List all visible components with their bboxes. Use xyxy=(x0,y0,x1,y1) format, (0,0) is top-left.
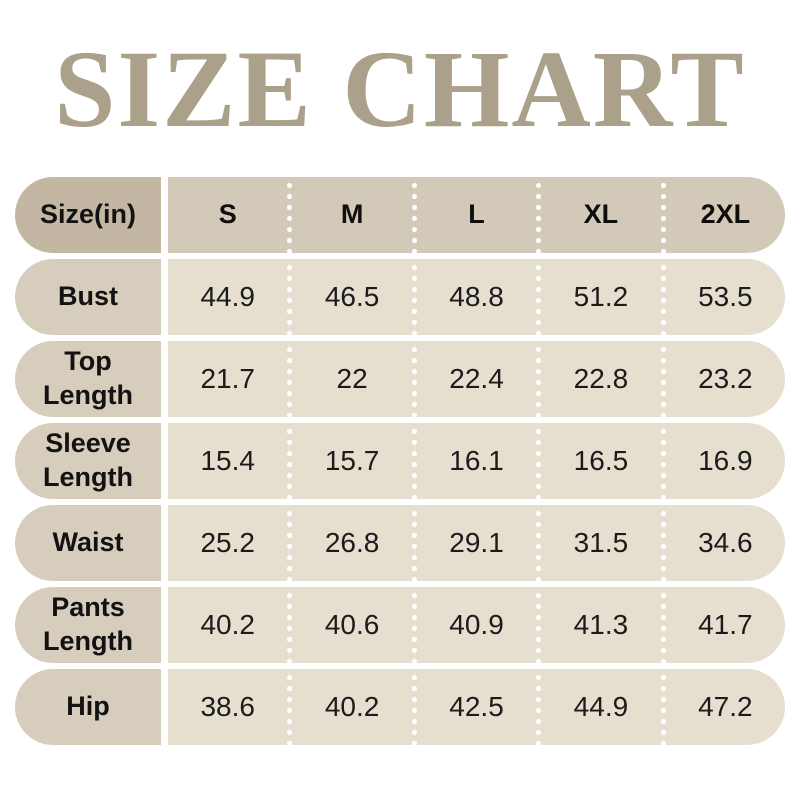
value-cell: 44.9 xyxy=(200,280,255,312)
value-cell: 22.8 xyxy=(573,362,629,394)
row-label: Top Length xyxy=(15,340,161,417)
value-cell: 40.9 xyxy=(449,608,504,640)
column-divider xyxy=(411,340,417,417)
column-divider xyxy=(287,422,293,499)
value-cell: 34.6 xyxy=(698,526,753,558)
column-divider xyxy=(660,176,666,253)
column-divider xyxy=(536,586,542,663)
row-label: Waist xyxy=(15,504,161,581)
value-cell: 22 xyxy=(336,362,368,394)
column-divider xyxy=(536,258,542,335)
value-cell: 16.9 xyxy=(698,444,753,476)
row-label: Hip xyxy=(15,668,161,745)
value-cell: 29.1 xyxy=(449,526,504,558)
size-column-header-2xl: 2XL xyxy=(700,199,751,229)
size-column-header-xl: XL xyxy=(583,199,619,229)
column-divider xyxy=(660,340,666,417)
row-data-strip: 38.6 40.2 42.5 44.9 47.2 xyxy=(168,668,785,745)
value-cell: 41.7 xyxy=(698,608,753,640)
value-cell: 31.5 xyxy=(573,526,629,558)
value-cell: 16.1 xyxy=(449,444,504,476)
table-row-hip: Hip 38.6 40.2 42.5 44.9 47.2 xyxy=(15,668,785,745)
column-divider xyxy=(536,340,542,417)
row-data-strip: 25.2 26.8 29.1 31.5 34.6 xyxy=(168,504,785,581)
column-divider xyxy=(536,422,542,499)
column-divider xyxy=(411,176,417,253)
column-divider xyxy=(660,668,666,745)
table-row-waist: Waist 25.2 26.8 29.1 31.5 34.6 xyxy=(15,504,785,581)
value-cell: 16.5 xyxy=(573,444,629,476)
value-cell: 40.6 xyxy=(324,608,380,640)
value-cell: 46.5 xyxy=(324,280,380,312)
column-divider xyxy=(411,504,417,581)
column-divider xyxy=(536,504,542,581)
column-divider xyxy=(287,258,293,335)
value-cell: 48.8 xyxy=(449,280,504,312)
value-cell: 44.9 xyxy=(573,690,629,722)
value-cell: 23.2 xyxy=(698,362,753,394)
page-title: SIZE CHART xyxy=(54,28,746,150)
column-divider xyxy=(536,176,542,253)
column-divider xyxy=(536,668,542,745)
row-data-strip: 15.4 15.7 16.1 16.5 16.9 xyxy=(168,422,785,499)
column-divider xyxy=(287,668,293,745)
size-column-header-l: L xyxy=(468,199,485,229)
size-table: Size(in) S M L XL 2XL Bust 44.9 46.5 48.… xyxy=(15,176,785,745)
value-cell: 40.2 xyxy=(324,690,380,722)
row-label: Sleeve Length xyxy=(15,422,161,499)
value-cell: 26.8 xyxy=(324,526,380,558)
header-data-strip: S M L XL 2XL xyxy=(168,176,785,253)
size-unit-header: Size(in) xyxy=(15,176,161,253)
table-row-sleeve-length: Sleeve Length 15.4 15.7 16.1 16.5 16.9 xyxy=(15,422,785,499)
column-divider xyxy=(411,258,417,335)
value-cell: 47.2 xyxy=(698,690,753,722)
column-divider xyxy=(660,504,666,581)
row-label: Bust xyxy=(15,258,161,335)
row-data-strip: 40.2 40.6 40.9 41.3 41.7 xyxy=(168,586,785,663)
value-cell: 15.4 xyxy=(200,444,255,476)
header-row: Size(in) S M L XL 2XL xyxy=(15,176,785,253)
row-label: Pants Length xyxy=(15,586,161,663)
value-cell: 51.2 xyxy=(573,280,629,312)
column-divider xyxy=(660,422,666,499)
value-cell: 15.7 xyxy=(324,444,380,476)
value-cell: 25.2 xyxy=(200,526,255,558)
column-divider xyxy=(287,176,293,253)
column-divider xyxy=(660,258,666,335)
column-divider xyxy=(411,422,417,499)
table-row-pants-length: Pants Length 40.2 40.6 40.9 41.3 41.7 xyxy=(15,586,785,663)
table-row-bust: Bust 44.9 46.5 48.8 51.2 53.5 xyxy=(15,258,785,335)
size-column-header-s: S xyxy=(218,199,237,229)
value-cell: 53.5 xyxy=(698,280,753,312)
row-data-strip: 21.7 22 22.4 22.8 23.2 xyxy=(168,340,785,417)
column-divider xyxy=(287,504,293,581)
column-divider xyxy=(287,340,293,417)
column-divider xyxy=(411,668,417,745)
column-divider xyxy=(411,586,417,663)
column-divider xyxy=(660,586,666,663)
value-cell: 41.3 xyxy=(573,608,629,640)
value-cell: 38.6 xyxy=(200,690,255,722)
column-divider xyxy=(287,586,293,663)
value-cell: 22.4 xyxy=(449,362,504,394)
size-column-header-m: M xyxy=(340,199,364,229)
value-cell: 42.5 xyxy=(449,690,504,722)
value-cell: 40.2 xyxy=(200,608,255,640)
row-data-strip: 44.9 46.5 48.8 51.2 53.5 xyxy=(168,258,785,335)
value-cell: 21.7 xyxy=(200,362,255,394)
table-row-top-length: Top Length 21.7 22 22.4 22.8 23.2 xyxy=(15,340,785,417)
